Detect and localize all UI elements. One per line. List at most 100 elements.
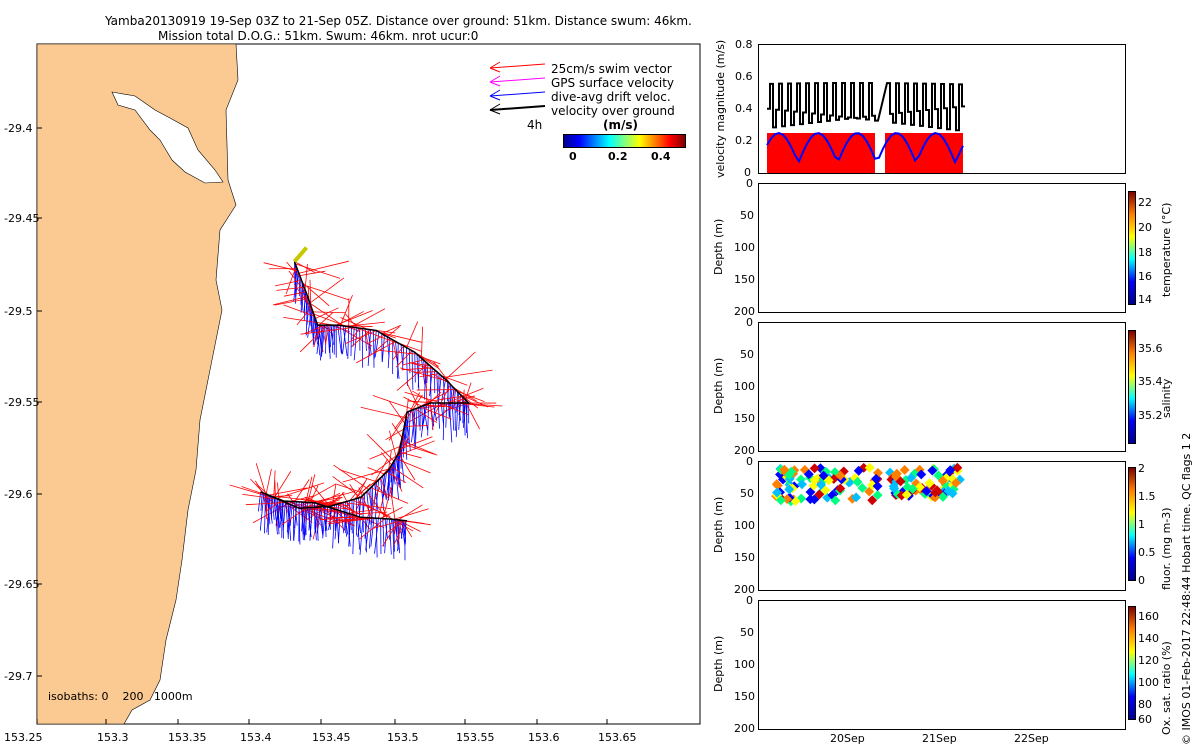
sal-c-tick: 35.2 — [1138, 409, 1163, 422]
swim-vector — [405, 394, 423, 421]
swim-vector — [245, 501, 297, 506]
swim-vector — [399, 436, 433, 450]
sal-c-tick: 35.6 — [1138, 342, 1163, 355]
swim-vector — [406, 321, 419, 348]
swim-vector — [389, 487, 396, 520]
drift-vector — [279, 499, 282, 521]
salinity-panel — [758, 322, 1126, 452]
swim-vector — [374, 483, 389, 498]
legend-swatch — [489, 109, 501, 115]
legend-vog: velocity over ground — [551, 104, 675, 118]
swim-vector — [277, 482, 280, 500]
swim-vector — [356, 341, 396, 364]
swim-speed-block — [885, 133, 963, 173]
swim-vector — [340, 294, 353, 326]
drift-vector — [391, 461, 395, 497]
drift-vector — [400, 520, 405, 539]
swim-vector — [372, 458, 388, 486]
map-x-tick: 153.4 — [240, 731, 272, 744]
drift-vector — [329, 325, 333, 348]
swim-vector — [298, 260, 350, 274]
fluor-c-tick: 1 — [1138, 518, 1145, 531]
swim-vector — [409, 392, 421, 411]
temp-y-tick: 200 — [734, 305, 755, 318]
fluorescence-panel — [758, 461, 1126, 591]
drift-vector — [316, 504, 322, 534]
isobaths-label: isobaths: 0 200 1000m — [48, 690, 193, 703]
swim-vector — [276, 482, 325, 499]
sal-clabel: salinity — [1160, 378, 1173, 418]
speed-colorbar — [563, 134, 686, 148]
footer-credit: © IMOS 01-Feb-2017 22:48:44 Hobart time.… — [1180, 432, 1193, 745]
map-y-tick: -29.4 — [4, 122, 33, 135]
swim-vector — [385, 428, 404, 441]
ox-c-tick: 100 — [1138, 676, 1159, 689]
swim-vector — [396, 519, 421, 532]
swim-vector — [283, 291, 307, 297]
swim-vector — [379, 349, 417, 355]
map-x-tick: 153.25 — [4, 731, 43, 744]
swim-vector — [388, 400, 406, 424]
swim-vector — [420, 406, 452, 420]
swim-vector — [331, 517, 377, 522]
swim-vector — [465, 402, 480, 430]
drift-vector — [387, 338, 391, 369]
swim-vector — [351, 329, 371, 348]
swim-vector — [399, 451, 422, 459]
legend-swatch — [489, 105, 546, 111]
fluor-y-tick: 0 — [746, 455, 753, 468]
chart-title-line2: Mission total D.O.G.: 51km. Swum: 46km. … — [158, 29, 479, 43]
drift-vector — [316, 325, 321, 354]
drift-vector — [362, 495, 364, 533]
swim-vector — [371, 520, 403, 530]
drift-vector — [357, 517, 362, 538]
fluor-cell — [805, 494, 816, 505]
chart-title-line1: Yamba20130919 19-Sep 03Z to 21-Sep 05Z. … — [105, 14, 692, 28]
drift-speed-line — [766, 131, 964, 165]
sal-y-tick: 50 — [740, 348, 754, 361]
date-tick: 21Sep — [922, 732, 957, 745]
swim-vector — [295, 263, 341, 279]
drift-vector — [438, 403, 440, 429]
ground-speed-line — [767, 82, 965, 132]
start-marker — [292, 246, 309, 263]
drift-vector — [381, 335, 385, 363]
drift-vector — [334, 509, 339, 531]
drift-vector — [342, 325, 348, 356]
swim-vector — [425, 404, 452, 408]
drift-vector — [363, 493, 366, 513]
map-x-tick: 153.5 — [387, 731, 419, 744]
drift-vector — [273, 497, 277, 519]
swim-vector — [380, 506, 403, 519]
swim-vector — [283, 316, 334, 326]
drift-vector — [442, 377, 446, 406]
swim-vector — [296, 307, 312, 326]
drift-vector — [373, 330, 375, 368]
swim-vector — [378, 331, 422, 343]
temp-clabel: temperature (°C) — [1160, 202, 1173, 297]
fluor-ylabel: Depth (m) — [712, 496, 725, 553]
temp-y-tick: 150 — [734, 273, 755, 286]
swim-vector — [250, 478, 265, 494]
ox-c-tick: 140 — [1138, 632, 1159, 645]
drift-vector — [352, 515, 355, 555]
fluor-c-tick: 2 — [1138, 462, 1145, 475]
swim-vector — [414, 351, 439, 367]
swim-vector — [394, 411, 408, 430]
legend-gps: GPS surface velocity — [551, 76, 675, 90]
swim-vector — [294, 479, 310, 502]
swim-vector — [353, 483, 371, 500]
swim-vector — [304, 263, 308, 290]
temp-c-tick: 16 — [1138, 270, 1152, 283]
sal-ylabel: Depth (m) — [712, 357, 725, 414]
swim-vector — [382, 519, 400, 547]
ox-c-tick: 160 — [1138, 610, 1159, 623]
drift-vector — [309, 502, 313, 541]
map-x-tick: 153.65 — [598, 731, 637, 744]
legend-4h: 4h — [527, 118, 543, 132]
swim-vector — [263, 262, 299, 272]
drift-vector — [318, 506, 324, 536]
swim-vector — [444, 402, 469, 412]
swim-vector — [408, 362, 431, 367]
